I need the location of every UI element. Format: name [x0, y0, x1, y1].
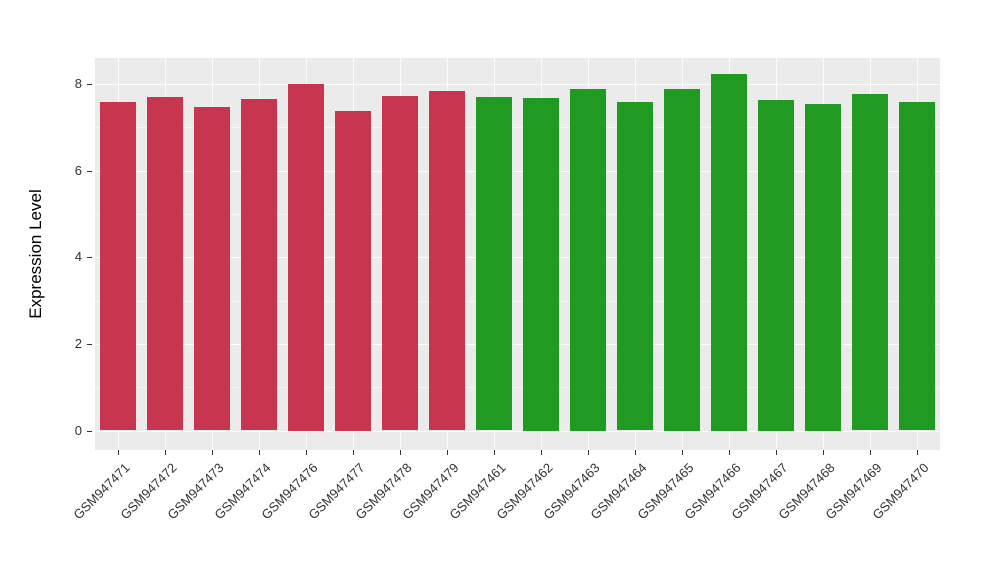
x-tick-mark: [916, 450, 918, 455]
x-tick-mark: [259, 450, 261, 455]
x-tick-mark: [447, 450, 449, 455]
y-axis: 0 2 4 6 8: [0, 58, 95, 450]
x-tick-mark: [165, 450, 167, 455]
gridline-major: [95, 83, 940, 85]
bar: [429, 91, 466, 431]
plot-panel: [95, 58, 940, 450]
x-axis: GSM947471 GSM947472 GSM947473 GSM947474 GSM9…: [71, 450, 940, 575]
x-tick-mark: [306, 450, 308, 455]
gridline-major: [95, 257, 940, 259]
gridline-minor: [95, 300, 940, 302]
bar: [335, 110, 372, 431]
bar: [194, 106, 231, 431]
x-tick-mark: [494, 450, 496, 455]
y-tick-mark: [87, 430, 92, 432]
bar: [522, 97, 559, 431]
x-tick-mark: [540, 450, 542, 455]
gridline-major: [95, 343, 940, 345]
bar: [710, 74, 747, 431]
bar: [288, 83, 325, 431]
bar: [898, 102, 935, 431]
x-tick-mark: [869, 450, 871, 455]
bar: [382, 95, 419, 431]
bar: [241, 98, 278, 431]
y-tick-label: 0: [74, 422, 82, 438]
x-tick-mark: [587, 450, 589, 455]
gridline-minor: [95, 127, 940, 129]
bar: [147, 96, 184, 431]
x-tick-mark: [634, 450, 636, 455]
y-tick-label: 8: [74, 75, 82, 91]
y-tick-label: 6: [74, 162, 82, 178]
x-tick-mark: [822, 450, 824, 455]
bar: [569, 88, 606, 431]
x-tick-mark: [728, 450, 730, 455]
y-tick-mark: [87, 170, 92, 172]
bar: [100, 102, 137, 431]
y-tick-label: 4: [74, 249, 82, 265]
bar: [663, 88, 700, 431]
y-tick-mark: [87, 83, 92, 85]
x-tick-mark: [400, 450, 402, 455]
gridline-major: [95, 170, 940, 172]
y-tick-label: 2: [74, 335, 82, 351]
x-tick-mark: [353, 450, 355, 455]
x-tick-mark: [775, 450, 777, 455]
bar: [757, 99, 794, 431]
x-tick-mark: [118, 450, 120, 455]
y-axis-title: Expression Level: [26, 189, 45, 319]
x-tick-mark: [212, 450, 214, 455]
bar: [476, 96, 513, 431]
bar: [804, 104, 841, 431]
y-tick-mark: [87, 257, 92, 259]
gridline-major: [95, 430, 940, 432]
bar: [616, 102, 653, 431]
x-tick-mark: [681, 450, 683, 455]
y-tick-mark: [87, 343, 92, 345]
gridline-minor: [95, 213, 940, 215]
gridline-minor: [95, 387, 940, 389]
bar: [851, 93, 888, 431]
